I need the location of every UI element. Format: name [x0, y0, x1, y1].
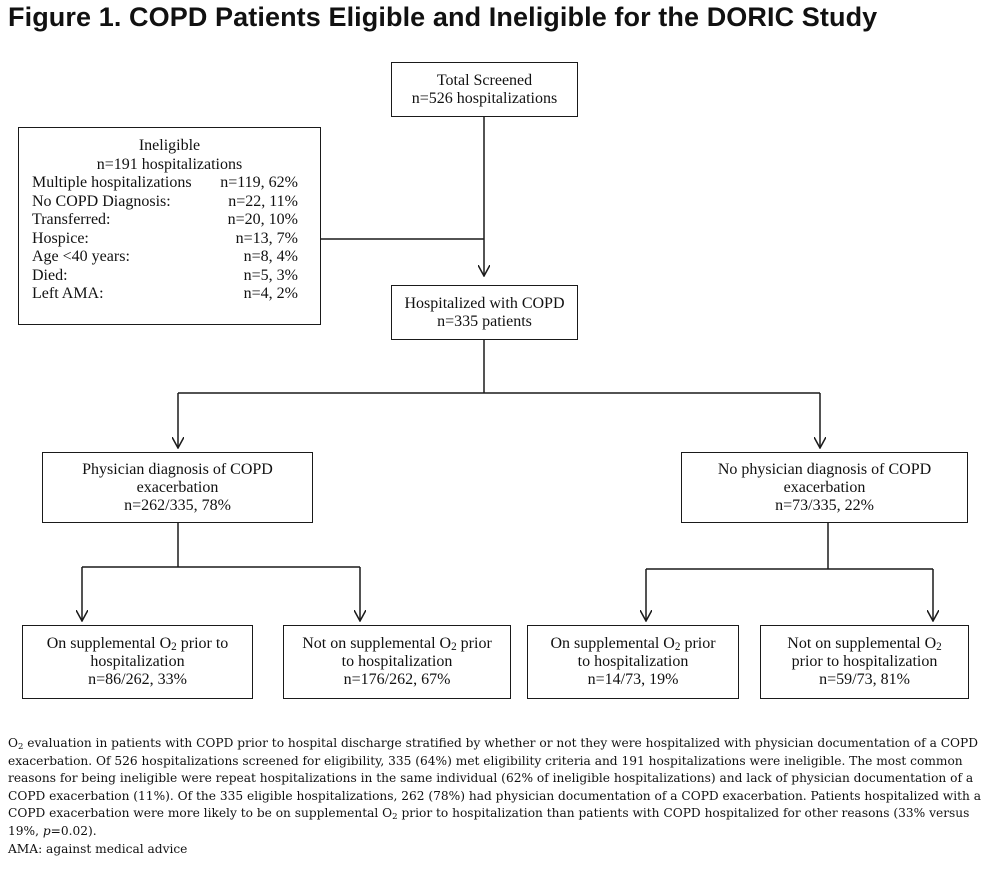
hospitalized-count: n=335 patients [437, 312, 532, 330]
reason-value: n=119, 62% [220, 174, 298, 191]
nodx-not-o2-count: n=59/73, 81% [819, 671, 910, 688]
dx-not-o2-box: Not on supplemental O2 prior to hospital… [283, 625, 511, 699]
dx-on-o2-count: n=86/262, 33% [88, 671, 187, 688]
reason-value: n=13, 7% [235, 229, 298, 247]
ineligible-reason-row: Multiple hospitalizations n=119, 62% [19, 174, 320, 193]
physician-dx-label-2: exacerbation [136, 478, 219, 496]
ineligible-reason-row: No COPD Diagnosis: n=22, 11% [19, 193, 320, 212]
reason-label: Left AMA: [32, 285, 104, 302]
reason-value: n=22, 11% [228, 192, 298, 210]
figure-caption: O2 evaluation in patients with COPD prio… [8, 735, 993, 858]
no-physician-dx-label: No physician diagnosis of COPD [717, 460, 932, 478]
no-physician-dx-count: n=73/335, 22% [775, 496, 874, 514]
ineligible-reason-row: Hospice: n=13, 7% [19, 230, 320, 249]
dx-on-o2-label-2: hospitalization [90, 653, 185, 670]
total-screened-box: Total Screened n=526 hospitalizations [391, 62, 578, 117]
ineligible-box: Ineligible n=191 hospitalizations Multip… [18, 127, 321, 325]
reason-label: Multiple hospitalizations [32, 174, 192, 191]
nodx-not-o2-label-2: prior to hospitalization [791, 653, 938, 670]
physician-dx-count: n=262/335, 78% [124, 496, 231, 514]
nodx-on-o2-label: On supplemental O2 prior [550, 635, 716, 653]
reason-value: n=8, 4% [243, 248, 298, 265]
reason-label: Age <40 years: [32, 248, 130, 265]
dx-on-o2-box: On supplemental O2 prior to hospitalizat… [22, 625, 253, 699]
nodx-not-o2-label: Not on supplemental O2 [787, 635, 942, 653]
ineligible-reason-row: Died: n=5, 3% [19, 267, 320, 286]
ineligible-heading: Ineligible [138, 137, 201, 154]
physician-dx-label: Physician diagnosis of COPD [82, 460, 273, 478]
total-screened-label: Total Screened [436, 71, 533, 89]
figure-title: Figure 1. COPD Patients Eligible and Ine… [8, 2, 878, 32]
physician-dx-box: Physician diagnosis of COPD exacerbation… [42, 452, 313, 523]
no-physician-dx-box: No physician diagnosis of COPD exacerbat… [681, 452, 968, 523]
reason-label: Transferred: [32, 211, 111, 228]
caption-ama-note: AMA: against medical advice [8, 841, 188, 856]
nodx-not-o2-box: Not on supplemental O2 prior to hospital… [760, 625, 969, 699]
flow-connectors [0, 117, 1000, 720]
total-screened-count: n=526 hospitalizations [411, 89, 558, 107]
nodx-on-o2-box: On supplemental O2 prior to hospitalizat… [527, 625, 739, 699]
dx-not-o2-count: n=176/262, 67% [343, 671, 451, 688]
hospitalized-label: Hospitalized with COPD [404, 294, 565, 312]
ineligible-reason-row: Left AMA: n=4, 2% [19, 285, 320, 304]
hospitalized-box: Hospitalized with COPD n=335 patients [391, 285, 578, 340]
reason-value: n=4, 2% [243, 285, 298, 302]
ineligible-count: n=191 hospitalizations [96, 155, 243, 173]
nodx-on-o2-count: n=14/73, 19% [587, 671, 679, 688]
reason-value: n=5, 3% [243, 266, 298, 284]
dx-not-o2-label-2: to hospitalization [341, 653, 453, 670]
no-physician-dx-label-2: exacerbation [783, 478, 866, 496]
reason-label: No COPD Diagnosis: [32, 192, 171, 210]
reason-value: n=20, 10% [227, 211, 298, 228]
nodx-on-o2-label-2: to hospitalization [577, 653, 689, 670]
reason-label: Hospice: [32, 229, 89, 247]
caption-paragraph: O2 evaluation in patients with COPD prio… [8, 736, 981, 838]
dx-on-o2-label: On supplemental O2 prior to [46, 635, 229, 653]
ineligible-reason-row: Age <40 years: n=8, 4% [19, 248, 320, 267]
dx-not-o2-label: Not on supplemental O2 prior [302, 635, 492, 653]
reason-label: Died: [32, 266, 68, 284]
ineligible-reason-row: Transferred: n=20, 10% [19, 211, 320, 230]
